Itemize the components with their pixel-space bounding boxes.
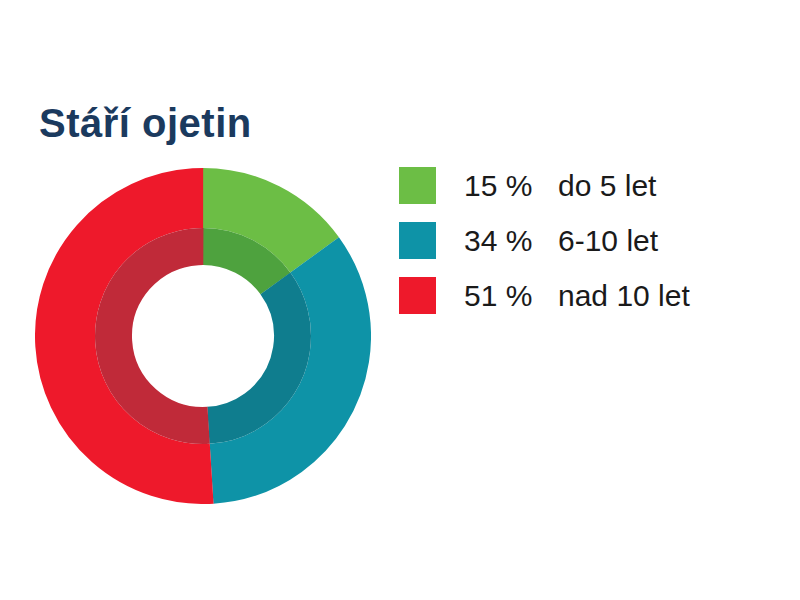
- legend-label: 6-10 let: [558, 224, 658, 258]
- legend: 15 % do 5 let 34 % 6-10 let 51 % nad 10 …: [399, 167, 690, 314]
- donut-chart-svg: [35, 168, 371, 504]
- legend-value: 51 %: [464, 279, 558, 313]
- legend-item-nad-10-let: 51 % nad 10 let: [399, 277, 690, 314]
- legend-label: nad 10 let: [558, 279, 690, 313]
- page-title: Stáří ojetin: [39, 101, 252, 146]
- legend-value: 15 %: [464, 169, 558, 203]
- legend-swatch-red: [399, 277, 436, 314]
- legend-label: do 5 let: [558, 169, 656, 203]
- legend-value: 34 %: [464, 224, 558, 258]
- legend-swatch-green: [399, 167, 436, 204]
- donut-chart: [35, 168, 371, 504]
- legend-item-do-5-let: 15 % do 5 let: [399, 167, 690, 204]
- legend-swatch-teal: [399, 222, 436, 259]
- legend-item-6-10-let: 34 % 6-10 let: [399, 222, 690, 259]
